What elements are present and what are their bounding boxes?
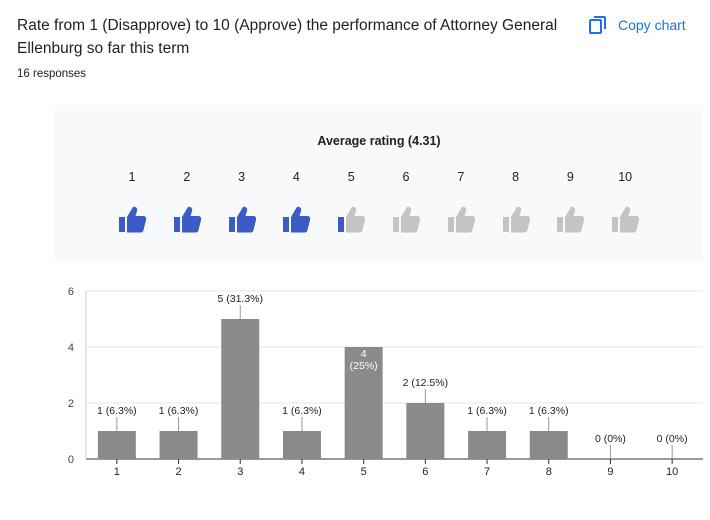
rating-scale-number: 10 — [618, 170, 633, 184]
thumbs-up-icon — [391, 205, 421, 233]
x-tick-label: 2 — [175, 466, 181, 478]
x-tick-label: 8 — [546, 466, 552, 478]
data-label: 1 (6.3%) — [529, 405, 569, 417]
x-tick-label: 9 — [607, 466, 613, 478]
rating-scale-number: 5 — [347, 170, 355, 184]
thumbs-up-icon — [227, 205, 257, 233]
bar — [344, 347, 383, 459]
thumbs-up-icon — [117, 205, 147, 233]
rating-scale-number: 9 — [566, 170, 574, 184]
copy-icon — [589, 16, 606, 34]
data-label: 5 (31.3%) — [217, 293, 263, 305]
copy-chart-button[interactable]: Copy chart — [588, 13, 686, 37]
response-count: 16 responses — [17, 68, 87, 80]
x-tick-label: 6 — [422, 466, 428, 478]
bar-chart: 0 2 4 6 1 1 (6.3%) 2 1 (6.3%) 3 5 (31.3%) 4 1 (6.3%… — [68, 286, 703, 478]
y-tick-label: 2 — [68, 398, 74, 410]
rating-summary-panel: Average rating (4.31) 1 2 3 4 5 6 7 8 9 10 — [55, 105, 703, 261]
data-label: 1 (6.3%) — [159, 405, 199, 417]
x-tick-label: 1 — [114, 466, 120, 478]
x-tick-label: 7 — [484, 466, 490, 478]
data-label: 2 (12.5%) — [403, 377, 449, 389]
thumbs-up-icon — [172, 205, 202, 233]
y-tick-label: 6 — [68, 286, 74, 298]
x-tick-label: 4 — [299, 466, 305, 478]
thumbs-up-icon — [336, 205, 366, 233]
thumbs-up-icon — [555, 205, 585, 233]
data-label: 1 (6.3%) — [97, 405, 137, 417]
data-label: 1 (6.3%) — [282, 405, 322, 417]
thumbs-up-icon — [501, 205, 531, 233]
thumbs-up-icon — [281, 205, 311, 233]
rating-scale-number: 8 — [512, 170, 520, 184]
bar — [529, 431, 568, 459]
data-label: 4 (25%) — [350, 348, 378, 372]
rating-scale-number: 7 — [457, 170, 465, 184]
y-tick-label: 0 — [68, 454, 74, 466]
data-label: 0 (0%) — [657, 433, 688, 445]
bar — [159, 431, 198, 459]
x-tick-label: 3 — [237, 466, 243, 478]
average-rating-title: Average rating (4.31) — [317, 134, 441, 148]
x-tick-label: 10 — [666, 466, 678, 478]
bar — [468, 431, 507, 459]
question-title: Rate from 1 (Disapprove) to 10 (Approve)… — [17, 17, 558, 57]
rating-scale-number: 1 — [128, 170, 136, 184]
rating-scale-number: 2 — [183, 170, 191, 184]
copy-chart-label: Copy chart — [618, 17, 686, 33]
rating-scale-number: 6 — [402, 170, 410, 184]
rating-scale-number: 3 — [238, 170, 246, 184]
thumbs-up-icon — [610, 205, 640, 233]
y-tick-label: 4 — [68, 342, 74, 354]
rating-scale-number: 4 — [292, 170, 300, 184]
bar — [97, 431, 136, 459]
x-tick-label: 5 — [361, 466, 367, 478]
thumbs-up-icon — [446, 205, 476, 233]
data-label: 0 (0%) — [595, 433, 626, 445]
bar — [221, 319, 260, 459]
bar — [406, 403, 445, 459]
bar — [282, 431, 321, 459]
data-label: 1 (6.3%) — [467, 405, 507, 417]
